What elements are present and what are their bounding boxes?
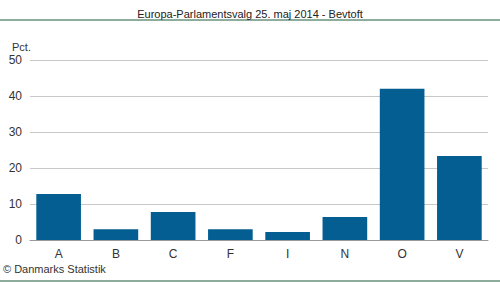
svg-text:10: 10: [9, 197, 23, 211]
svg-text:Europa-Parlamentsvalg 25. maj: Europa-Parlamentsvalg 25. maj 2014 - Bev…: [137, 8, 363, 20]
svg-text:I: I: [286, 247, 289, 261]
svg-text:V: V: [455, 247, 463, 261]
svg-text:A: A: [55, 247, 63, 261]
svg-text:© Danmarks Statistik: © Danmarks Statistik: [3, 263, 106, 275]
svg-text:30: 30: [9, 125, 23, 139]
svg-text:F: F: [227, 247, 234, 261]
svg-text:20: 20: [9, 161, 23, 175]
svg-text:0: 0: [15, 233, 22, 247]
svg-text:40: 40: [9, 89, 23, 103]
svg-text:C: C: [169, 247, 178, 261]
svg-text:O: O: [397, 247, 406, 261]
svg-text:N: N: [341, 247, 350, 261]
svg-text:50: 50: [9, 53, 23, 67]
svg-text:B: B: [112, 247, 120, 261]
svg-text:Pct.: Pct.: [12, 41, 31, 53]
